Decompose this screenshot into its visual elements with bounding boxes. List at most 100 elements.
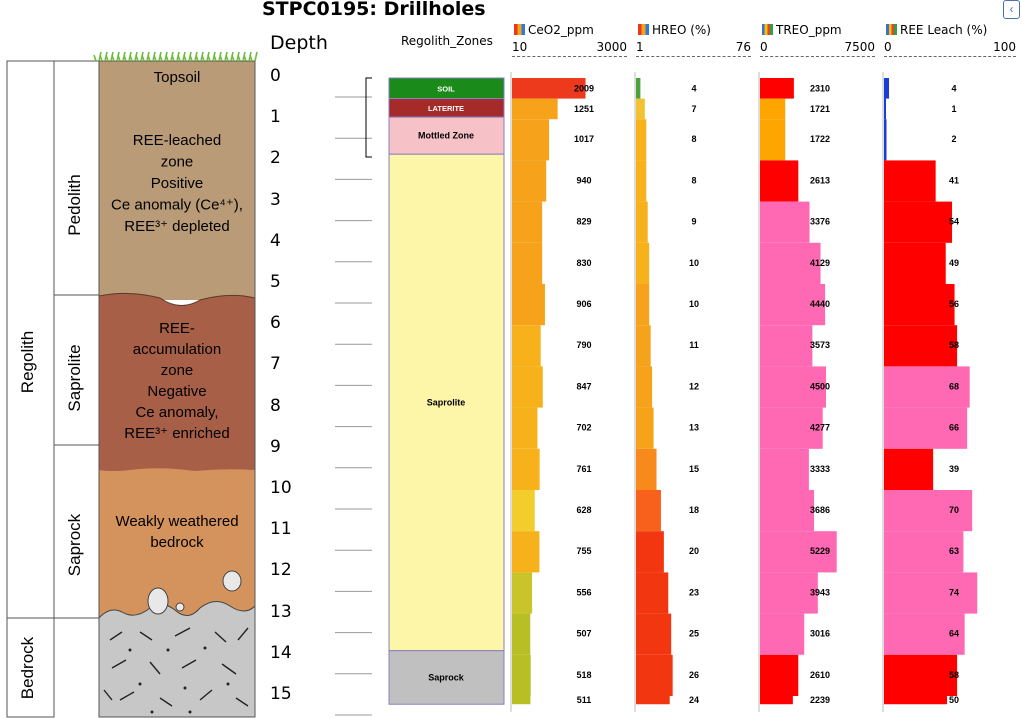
depth-header: Depth	[270, 32, 328, 54]
assay-bar[interactable]	[760, 242, 821, 284]
assay-bar[interactable]	[512, 78, 586, 99]
assay-bar[interactable]	[760, 696, 793, 705]
category-legend-icon	[762, 24, 773, 35]
assay-bar[interactable]	[884, 201, 953, 243]
assay-bar[interactable]	[636, 366, 653, 408]
leached-line: REE-leached	[133, 132, 221, 149]
assay-bar[interactable]	[760, 325, 813, 367]
assay-value-label: 3686	[810, 505, 830, 515]
hreo-header[interactable]: HREO (%)	[638, 23, 711, 37]
assay-bar[interactable]	[512, 654, 531, 696]
pebble	[175, 602, 185, 612]
assay-bar[interactable]	[884, 325, 958, 367]
assay-bar[interactable]	[884, 531, 964, 573]
assay-bar[interactable]	[636, 490, 661, 532]
depth-label: 2	[270, 148, 281, 169]
assay-bar[interactable]	[636, 201, 648, 243]
assay-bar[interactable]	[760, 613, 805, 655]
assay-bar[interactable]	[884, 78, 890, 99]
assay-bar[interactable]	[884, 366, 970, 408]
assay-bar[interactable]	[636, 531, 664, 573]
assay-bar[interactable]	[760, 78, 794, 99]
assay-bar[interactable]	[760, 572, 818, 614]
assay-value-label: 20	[689, 546, 699, 556]
assay-bar[interactable]	[636, 448, 657, 490]
assay-bar[interactable]	[512, 531, 540, 573]
assay-bar[interactable]	[636, 160, 647, 202]
assay-value-label: 847	[576, 381, 591, 391]
assay-bar[interactable]	[512, 284, 545, 326]
chevron-left-icon[interactable]: ‹	[1003, 0, 1020, 19]
assay-bar[interactable]	[512, 613, 531, 655]
assay-bar[interactable]	[512, 366, 543, 408]
weak-line: bedrock	[150, 534, 204, 551]
depth-label: 15	[270, 684, 292, 704]
assay-bar[interactable]	[636, 325, 651, 367]
assay-bar[interactable]	[512, 572, 533, 614]
assay-bar[interactable]	[760, 654, 799, 696]
assay-bar[interactable]	[512, 242, 543, 284]
zone-mottled-zone[interactable]	[388, 116, 505, 155]
assay-bar[interactable]	[512, 201, 543, 243]
assay-value-label: 5229	[810, 546, 830, 556]
assay-bar[interactable]	[884, 572, 978, 614]
assay-value-label: 10	[689, 299, 699, 309]
depth-label: 8	[270, 395, 281, 416]
assay-value-label: 13	[689, 423, 699, 433]
assay-bar[interactable]	[760, 98, 786, 120]
treo-scale-max: 7500	[844, 40, 875, 54]
assay-bar[interactable]	[884, 696, 947, 705]
assay-bar[interactable]	[512, 325, 541, 367]
ree-leach-scale-max: 100	[993, 40, 1016, 54]
assay-bar[interactable]	[512, 448, 540, 490]
assay-bar[interactable]	[760, 201, 810, 243]
assay-bar[interactable]	[760, 160, 799, 202]
assay-bar[interactable]	[760, 284, 826, 326]
assay-bar[interactable]	[760, 448, 809, 490]
assay-bar[interactable]	[512, 98, 558, 120]
assay-value-label: 25	[689, 629, 699, 639]
ree-leach-header[interactable]: REE Leach (%)	[886, 23, 987, 37]
ceo2-header[interactable]: CeO2_ppm	[514, 23, 594, 37]
assay-bar[interactable]	[636, 98, 645, 120]
assay-bar[interactable]	[512, 407, 538, 449]
assay-bar[interactable]	[636, 572, 669, 614]
accumulation-zone-overlay	[99, 293, 255, 471]
assay-value-label: 26	[689, 670, 699, 680]
regolith-label: Regolith	[18, 331, 37, 393]
assay-bar[interactable]	[636, 78, 641, 99]
zone-saprock[interactable]	[388, 650, 505, 705]
assay-value-label: 66	[949, 423, 959, 433]
zone-saprolite[interactable]	[388, 153, 505, 652]
assay-bar[interactable]	[884, 160, 936, 202]
assay-value-label: 56	[949, 299, 959, 309]
treo-header[interactable]: TREO_ppm	[762, 23, 842, 37]
assay-bar[interactable]	[884, 98, 886, 120]
assay-bar[interactable]	[636, 242, 650, 284]
assay-bar[interactable]	[512, 119, 550, 161]
assay-bar[interactable]	[760, 490, 815, 532]
assay-bar[interactable]	[636, 407, 654, 449]
assay-bar[interactable]	[512, 160, 547, 202]
assay-bar[interactable]	[884, 407, 968, 449]
assay-bar[interactable]	[636, 613, 672, 655]
assay-bar[interactable]	[512, 696, 531, 705]
assay-bar[interactable]	[636, 284, 650, 326]
assay-bar[interactable]	[884, 242, 946, 284]
assay-bar[interactable]	[884, 448, 934, 490]
assay-bar[interactable]	[884, 284, 955, 326]
assay-bar[interactable]	[760, 407, 823, 449]
assay-bar[interactable]	[884, 613, 965, 655]
assay-bar[interactable]	[636, 696, 670, 705]
assay-bar[interactable]	[884, 490, 973, 532]
assay-bar[interactable]	[636, 119, 647, 161]
assay-bar[interactable]	[760, 366, 826, 408]
assay-bar[interactable]	[760, 531, 837, 573]
depth-label: 3	[270, 189, 281, 210]
assay-bar[interactable]	[512, 490, 535, 532]
assay-bar[interactable]	[760, 119, 786, 161]
assay-bar[interactable]	[884, 654, 958, 696]
assay-bar[interactable]	[636, 654, 673, 696]
assay-bar[interactable]	[884, 119, 887, 161]
